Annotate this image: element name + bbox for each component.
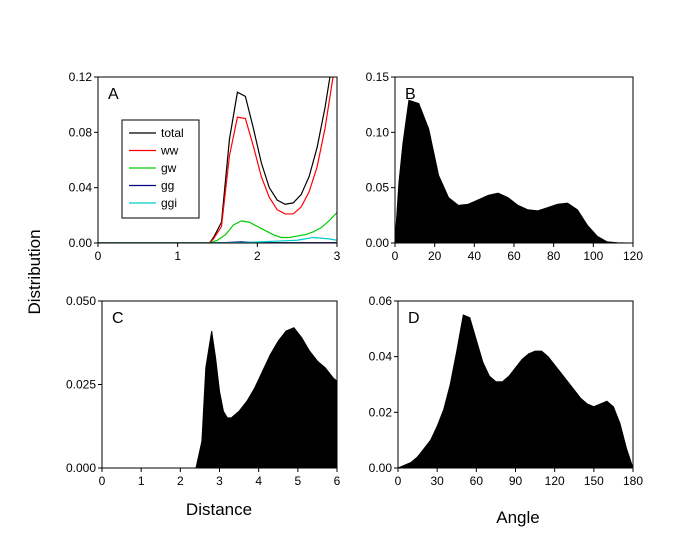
y-tick-label: 0.12 xyxy=(69,70,93,84)
area-d xyxy=(398,314,633,468)
x-tick-label: 0 xyxy=(395,474,402,488)
legend-label-ww: ww xyxy=(160,144,179,158)
x-tick-label: 0 xyxy=(95,249,102,263)
x-tick-label: 20 xyxy=(428,249,442,263)
x-tick-label: 60 xyxy=(507,249,521,263)
x-tick-label: 120 xyxy=(545,474,565,488)
legend-label-total: total xyxy=(161,126,184,140)
y-tick-label: 0.04 xyxy=(369,350,393,364)
y-tick-label: 0.00 xyxy=(369,461,393,475)
legend-label-ggi: ggi xyxy=(161,196,177,210)
x-tick-label: 80 xyxy=(547,249,561,263)
x-tick-label: 0 xyxy=(392,249,399,263)
series-line-total xyxy=(98,77,331,243)
plot-frame xyxy=(97,76,338,244)
x-tick-label: 0 xyxy=(99,474,106,488)
x-tick-label: 1 xyxy=(138,474,145,488)
y-tick-label: 0.06 xyxy=(369,294,393,308)
panel-b: 0 20 40 60 80 100 120 0.00 0.05 0.10 0.15 B xyxy=(366,70,644,263)
legend-label-gg: gg xyxy=(161,179,174,193)
y-tick-label: 0.025 xyxy=(66,378,96,392)
x-tick-label: 180 xyxy=(623,474,643,488)
panel-letter: A xyxy=(108,86,119,103)
area-b xyxy=(395,99,628,243)
legend-box xyxy=(121,119,200,219)
x-tick-label: 5 xyxy=(294,474,301,488)
x-tick-label: 2 xyxy=(254,249,261,263)
y-tick-label: 0.10 xyxy=(366,125,390,139)
x-axis-label-angle: Angle xyxy=(496,508,539,527)
x-tick-label: 120 xyxy=(623,249,643,263)
x-tick-label: 6 xyxy=(334,474,341,488)
panel-letter: C xyxy=(112,310,124,327)
legend-label-gw: gw xyxy=(161,161,177,175)
y-tick-label: 0.00 xyxy=(366,236,390,250)
y-tick-label: 0.05 xyxy=(366,181,390,195)
x-axis-label-distance: Distance xyxy=(186,500,252,519)
x-tick-label: 4 xyxy=(255,474,262,488)
panel-d: 0 30 60 90 120 150 180 0.00 0.02 0.04 0.06 D xyxy=(369,294,644,488)
x-tick-label: 1 xyxy=(174,249,181,263)
x-tick-label: 40 xyxy=(468,249,482,263)
x-tick-label: 60 xyxy=(470,474,484,488)
panel-letter: B xyxy=(405,86,416,103)
y-tick-label: 0.04 xyxy=(69,181,93,195)
x-tick-label: 100 xyxy=(583,249,603,263)
y-tick-label: 0.02 xyxy=(369,405,393,419)
series-line-ww xyxy=(98,77,334,243)
x-tick-label: 30 xyxy=(430,474,444,488)
y-tick-label: 0.08 xyxy=(69,125,93,139)
x-tick-label: 150 xyxy=(584,474,604,488)
y-tick-label: 0.15 xyxy=(366,70,390,84)
y-axis-label: Distribution xyxy=(25,229,44,314)
y-tick-label: 0.00 xyxy=(69,236,93,250)
x-tick-label: 90 xyxy=(509,474,523,488)
series-line-gw xyxy=(98,212,337,243)
x-tick-label: 3 xyxy=(334,249,341,263)
x-tick-label: 2 xyxy=(177,474,184,488)
area-c xyxy=(102,327,337,468)
y-tick-label: 0.050 xyxy=(66,294,96,308)
x-tick-label: 3 xyxy=(216,474,223,488)
y-tick-label: 0.000 xyxy=(66,461,96,475)
panel-c: 0 1 2 3 4 5 6 0.000 0.025 0.050 C xyxy=(66,294,341,488)
panel-letter: D xyxy=(408,310,420,327)
